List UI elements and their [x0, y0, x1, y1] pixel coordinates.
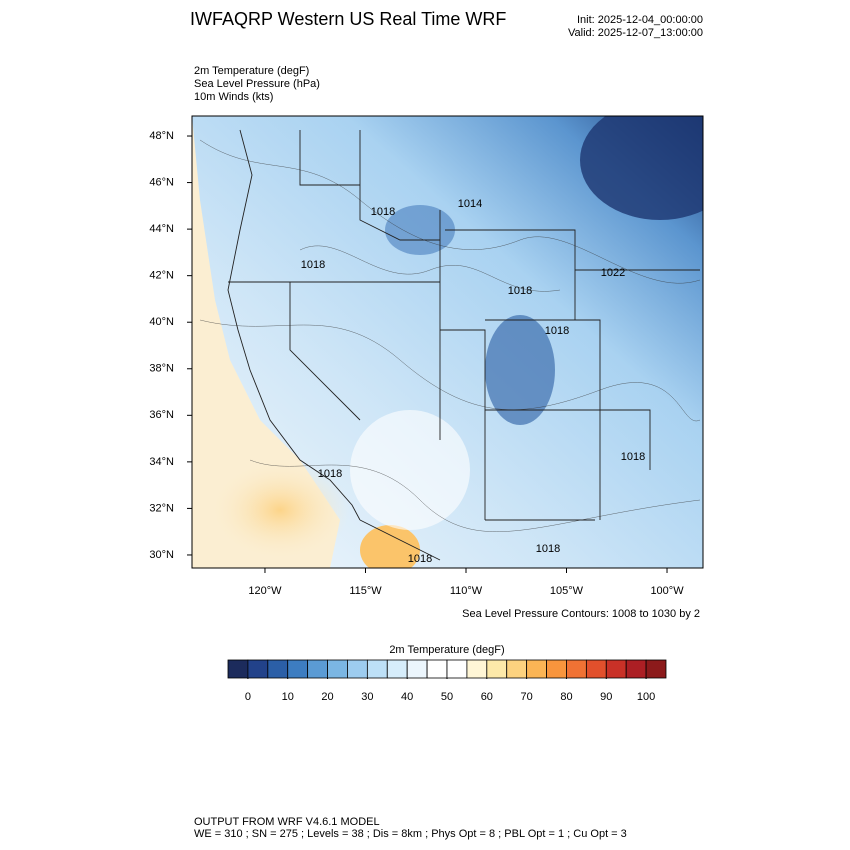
- colorbar-tick-label: 50: [441, 691, 453, 703]
- title: IWFAQRP Western US Real Time WRF: [190, 9, 506, 29]
- colorbar-box: [267, 659, 289, 679]
- field-label: Sea Level Pressure (hPa): [194, 78, 320, 90]
- footer-model: OUTPUT FROM WRF V4.6.1 MODEL: [194, 816, 380, 828]
- x-tick-label: 110°W: [450, 585, 483, 597]
- contour-label: 1014: [458, 198, 482, 210]
- y-tick-label: 48°N: [149, 130, 174, 142]
- colorbar-tick-label: 60: [481, 691, 493, 703]
- y-tick-label: 40°N: [149, 316, 174, 328]
- contour-label: 1018: [371, 206, 395, 218]
- field-label: 2m Temperature (degF): [194, 65, 309, 77]
- colorbar-tick-label: 80: [560, 691, 572, 703]
- colorbar-box: [307, 659, 328, 679]
- contour-label: 1018: [536, 543, 560, 555]
- colorbar-box: [366, 659, 388, 679]
- colorbar-box: [546, 659, 567, 679]
- colorbar-title: 2m Temperature (degF): [389, 644, 504, 656]
- footer-config: WE = 310 ; SN = 275 ; Levels = 38 ; Dis …: [194, 828, 627, 840]
- contour-label: 1018: [318, 468, 342, 480]
- contour-label: 1018: [508, 285, 532, 297]
- y-tick-label: 36°N: [149, 409, 174, 421]
- colorbar-box: [347, 659, 368, 679]
- y-tick-label: 30°N: [149, 549, 174, 561]
- colorbar-box: [585, 659, 607, 679]
- colorbar-tick-label: 30: [361, 691, 373, 703]
- y-tick-label: 38°N: [149, 363, 174, 375]
- colorbar-tick-label: 0: [245, 691, 251, 703]
- y-tick-label: 34°N: [149, 456, 174, 468]
- field-label: 10m Winds (kts): [194, 91, 273, 103]
- colorbar-box: [446, 659, 468, 679]
- colorbar-box: [327, 659, 348, 679]
- contour-note: Sea Level Pressure Contours: 1008 to 103…: [462, 608, 700, 620]
- colorbar-tick-label: 10: [282, 691, 294, 703]
- x-tick-label: 100°W: [650, 585, 684, 597]
- colorbar-box: [566, 659, 587, 679]
- colorbar-tick-label: 40: [401, 691, 413, 703]
- y-tick-label: 32°N: [149, 502, 174, 514]
- contour-label: 1018: [408, 553, 432, 565]
- y-tick-label: 44°N: [149, 223, 174, 235]
- init-time: Init: 2025-12-04_00:00:00: [577, 14, 703, 26]
- valid-time: Valid: 2025-12-07_13:00:00: [568, 27, 703, 39]
- colorbar-box: [287, 659, 309, 679]
- y-tick-label: 46°N: [149, 176, 174, 188]
- colorbar-box: [406, 659, 428, 679]
- colorbar-box: [386, 659, 408, 679]
- colorbar-box: [526, 659, 547, 679]
- colorbar-box: [227, 659, 249, 679]
- colorbar-box: [466, 659, 488, 679]
- colorbar-box: [506, 659, 528, 679]
- map-field: [192, 116, 703, 568]
- colorbar-box: [426, 659, 448, 679]
- contour-label: 1018: [301, 259, 325, 271]
- x-tick-label: 120°W: [248, 585, 282, 597]
- colorbar-tick-label: 100: [637, 691, 655, 703]
- colorbar-tick-label: 70: [521, 691, 533, 703]
- colorbar-box: [625, 659, 647, 679]
- colorbar-tick-label: 20: [321, 691, 333, 703]
- colorbar-box: [645, 659, 667, 679]
- colorbar-box: [486, 659, 508, 679]
- colorbar-tick-label: 90: [600, 691, 612, 703]
- contour-label: 1022: [601, 267, 625, 279]
- map-frame: [191, 115, 704, 569]
- colorbar-box: [247, 659, 269, 679]
- colorbar-box: [605, 659, 627, 679]
- y-tick-label: 42°N: [149, 270, 174, 282]
- contour-label: 1018: [621, 451, 645, 463]
- x-tick-label: 105°W: [550, 585, 584, 597]
- contour-label: 1018: [545, 325, 569, 337]
- x-tick-label: 115°W: [349, 585, 382, 597]
